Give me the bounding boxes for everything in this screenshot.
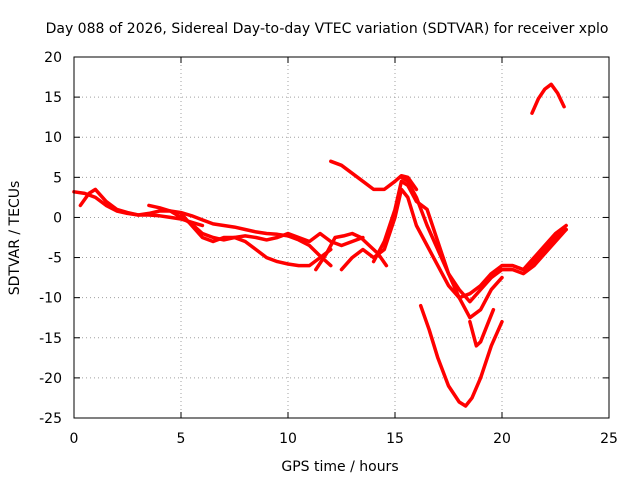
series-group <box>72 82 568 408</box>
x-tick-label: 0 <box>70 431 79 447</box>
chart-title: Day 088 of 2026, Sidereal Day-to-day VTE… <box>46 21 609 37</box>
series-line-arc-10 <box>418 303 504 408</box>
plot-frame <box>73 56 610 419</box>
x-axis-title: GPS time / hours <box>281 459 398 475</box>
y-tick-label: -20 <box>39 371 62 387</box>
series-line-arc-7 <box>329 159 419 192</box>
y-tick-label: 0 <box>53 210 62 226</box>
y-tick-label: -10 <box>39 291 62 307</box>
x-tick-label: 15 <box>386 431 404 447</box>
y-tick-label: 5 <box>53 170 62 186</box>
y-axis-title: SDTVAR / TECUs <box>7 181 23 296</box>
x-tick-label: 20 <box>493 431 511 447</box>
series-line-arc-11 <box>468 307 496 348</box>
series-line-arc-4 <box>179 211 333 268</box>
series-line-arc-8 <box>371 179 504 320</box>
series-line-arc-5 <box>314 231 389 272</box>
series-line-arc-1 <box>72 190 333 268</box>
series-line-arc-9 <box>399 175 568 304</box>
y-tick-label: -5 <box>48 251 62 267</box>
y-tick-label: 20 <box>44 50 62 66</box>
y-tick-label: -25 <box>39 411 62 427</box>
y-tick-label: -15 <box>39 331 62 347</box>
x-tick-label: 25 <box>600 431 618 447</box>
y-tick-label: 10 <box>44 130 62 146</box>
x-tick-label: 5 <box>177 431 186 447</box>
grid <box>74 57 609 418</box>
y-tick-label: 15 <box>44 90 62 106</box>
x-axis: 0 5 10 15 20 25 <box>70 57 618 447</box>
x-tick-label: 10 <box>279 431 297 447</box>
series-line-arc-12 <box>500 223 568 272</box>
y-axis: -25 -20 -15 -10 -5 0 5 10 15 20 <box>39 50 609 427</box>
series-line-arc-13 <box>530 82 566 115</box>
